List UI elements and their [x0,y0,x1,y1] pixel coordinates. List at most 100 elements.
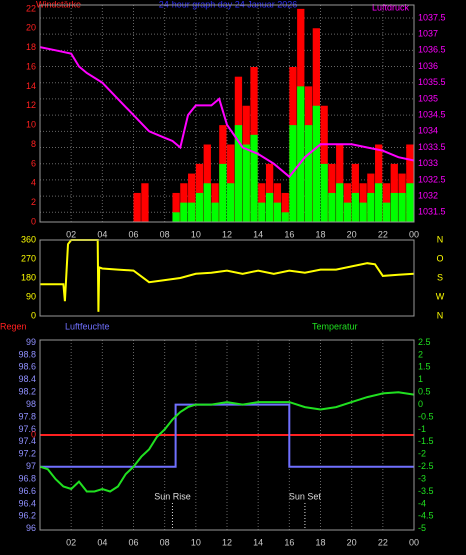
wind-bar [297,86,305,222]
wind-bar [375,183,383,222]
wind-bar [398,192,406,222]
y-tick-label: 98.2 [18,387,36,397]
x-tick-label: 20 [347,229,357,239]
direction-label: N [437,310,444,320]
wind-bar [265,192,274,222]
x-tick-label: 16 [284,229,294,239]
x-tick-label: 08 [160,229,170,239]
y-tick-label: 0 [31,216,36,226]
x-tick-label: 08 [160,537,170,547]
wind-bar [242,144,250,222]
y2-tick-label: -3 [418,473,426,483]
wind-bar [180,202,188,222]
y-tick-label: 0 [31,310,36,320]
wind-bar [172,192,180,222]
y-tick-label: 18 [26,42,36,52]
y2-tick-label: 1.5 [418,362,431,372]
wind-bar [382,202,391,222]
wind-bar [281,212,289,222]
y3-tick-label: 0 [31,429,36,439]
x-tick-label: 10 [191,537,201,547]
x-tick-label: 14 [253,229,263,239]
y-tick-label: 14 [26,81,36,91]
y-tick-label: 90 [26,291,36,301]
series-line [39,391,415,493]
y-tick-label: 98.4 [18,374,36,384]
y-tick-label: 98.6 [18,362,36,372]
series-line [39,46,415,179]
temperature-label: Temperatur [312,321,358,331]
wind-bar [219,163,227,222]
y-tick-label: 20 [26,23,36,33]
y-tick-label: 8 [31,139,36,149]
y2-tick-label: -4.5 [418,511,434,521]
y-tick-label: 2 [31,197,36,207]
y-tick-label: 270 [21,253,36,263]
y2-tick-label: 1037.5 [418,12,446,22]
wind-bar [188,173,196,222]
rain-label: Regen [0,321,27,331]
y-tick-label: 96.6 [18,486,36,496]
y2-tick-label: 1032.5 [418,174,446,184]
y-tick-label: 98 [26,399,36,409]
x-tick-label: 16 [284,537,294,547]
x-tick-label: 12 [222,537,232,547]
y-tick-label: 96.8 [18,473,36,483]
y-tick-label: 97.2 [18,449,36,459]
humidity-label: Luftfeuchte [65,321,110,331]
wind-bar [227,183,235,222]
x-tick-label: 18 [315,537,325,547]
y-tick-label: 97.4 [18,436,36,446]
x-tick-label: 02 [66,229,76,239]
y-tick-label: 10 [26,120,36,130]
x-tick-label: 06 [128,229,138,239]
wind-bar [304,125,313,222]
y-tick-label: 96.4 [18,498,36,508]
wind-bar [320,163,328,222]
y2-tick-label: -3.5 [418,486,434,496]
y-tick-label: 12 [26,100,36,110]
y2-tick-label: 1 [418,374,423,384]
y-tick-label: 180 [21,272,36,282]
wind-bar [336,183,344,222]
y2-tick-label: 1036 [418,61,438,71]
wind-bar [312,105,320,222]
wind-bar [343,202,352,222]
wind-bar [211,202,219,222]
y2-tick-label: 2 [418,349,423,359]
wind-bar [328,192,336,222]
y2-tick-label: 1034.5 [418,109,446,119]
wind-bar [234,125,243,222]
series-line [40,403,414,468]
y2-tick-label: 1035.5 [418,77,446,87]
wind-bar [188,202,196,222]
annotation: Sun Set [289,491,322,501]
y2-tick-label: -0.5 [418,411,434,421]
wind-bar [273,202,282,222]
plot-frame [39,339,415,531]
wind-bar [258,202,266,222]
wind-bar [133,192,141,222]
x-tick-label: 22 [378,229,388,239]
x-tick-label: 00 [409,537,419,547]
wind-bar [390,192,398,222]
y-tick-label: 96.2 [18,511,36,521]
x-tick-label: 18 [315,229,325,239]
y2-tick-label: 1031.5 [418,207,446,217]
y2-tick-label: 1032 [418,190,438,200]
y-tick-label: 97 [26,461,36,471]
x-tick-label: 10 [191,229,201,239]
y-tick-label: 6 [31,158,36,168]
direction-label: S [437,272,443,282]
x-tick-label: 14 [253,537,263,547]
wind-bar [406,183,414,222]
plot-frame [39,4,415,223]
wind-bar [281,192,289,222]
plot-frame [39,239,415,317]
wind-bar [351,192,359,222]
wind-bar [250,134,258,222]
y2-tick-label: -5 [418,523,426,533]
x-tick-label: 04 [97,229,107,239]
pressure-label: Luftdruck [372,2,410,12]
y2-tick-label: 2.5 [418,337,431,347]
